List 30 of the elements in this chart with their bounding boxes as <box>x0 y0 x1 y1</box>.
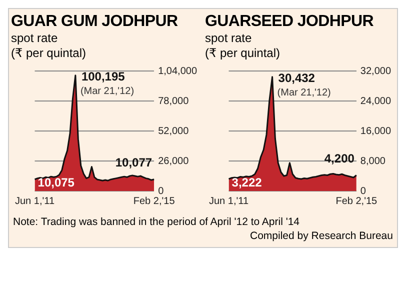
x-tick-label: Jun 1,'11 <box>15 196 55 207</box>
annotation: (Mar 21,'12) <box>277 88 331 99</box>
text: Compiled by Research Bureau <box>249 229 393 243</box>
y-tick-label: 32,000 <box>360 66 392 77</box>
y-tick-label: 52,000 <box>158 126 190 137</box>
chart-title: GUARSEED JODHPUR <box>205 13 375 31</box>
chart-title: GUAR GUM JODHPUR <box>11 13 179 31</box>
data-label: 3,222 <box>232 175 262 190</box>
y-tick-label: 1,04,000 <box>158 66 198 77</box>
y-tick-label: 26,000 <box>158 156 190 167</box>
y-tick-label: 8,000 <box>360 156 386 167</box>
y-tick-label: 0 <box>360 186 366 197</box>
x-tick-label: Feb 2,'15 <box>133 196 176 207</box>
y-axis-title: (₹ per quintal) <box>205 46 281 61</box>
x-tick-label: Jun 1,'11 <box>209 196 249 207</box>
y-axis-title: (₹ per quintal) <box>11 46 87 61</box>
y-tick-label: 24,000 <box>360 96 392 107</box>
y-tick-label: 78,000 <box>158 96 190 107</box>
data-label: 30,432 <box>278 71 316 86</box>
chart-subtitle: spot rate <box>11 31 59 46</box>
text: Note: Trading was banned in the period of April '12 to April '14 <box>13 215 301 229</box>
data-label: 100,195 <box>81 70 126 84</box>
annotation: (Mar 21,'12) <box>80 86 134 98</box>
data-label: 10,077 <box>115 156 152 170</box>
y-tick-label: 0 <box>158 186 164 197</box>
data-label: 10,075 <box>38 175 75 190</box>
data-label: 4,200 <box>324 152 355 166</box>
y-tick-label: 16,000 <box>360 126 392 137</box>
x-tick-label: Feb 2,'15 <box>336 196 378 207</box>
chart-subtitle: spot rate <box>205 31 253 46</box>
